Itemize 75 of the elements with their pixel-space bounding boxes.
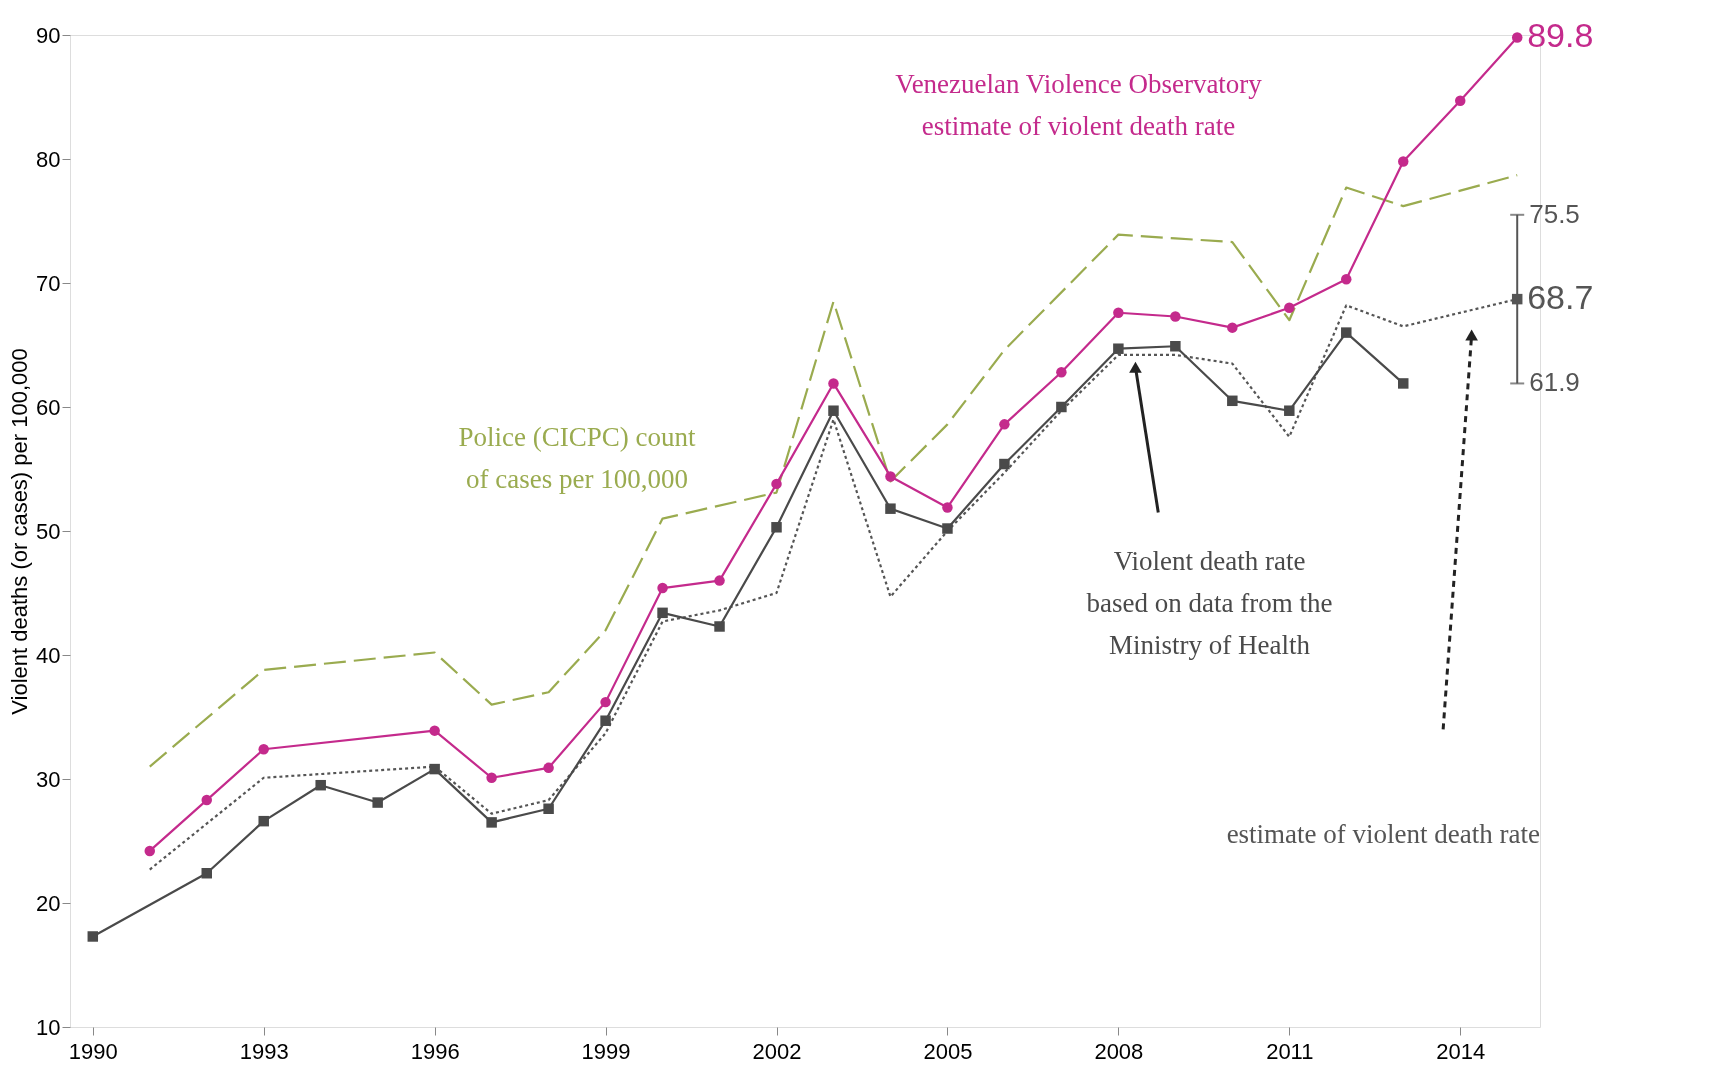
point	[1511, 293, 1523, 305]
point	[657, 607, 668, 619]
point	[1170, 341, 1181, 352]
point	[828, 405, 839, 416]
x-tick-label: 1990	[68, 1038, 118, 1064]
point	[1284, 302, 1295, 314]
point	[885, 471, 896, 482]
x-tick-label: 2002	[752, 1038, 802, 1064]
annotation: 61.9	[1529, 367, 1580, 398]
x-tick-label: 1996	[410, 1038, 460, 1064]
point	[429, 725, 440, 736]
data-label: 89.8	[1527, 16, 1594, 55]
point	[1056, 401, 1067, 413]
x-tick-label: 2008	[1094, 1038, 1144, 1064]
point	[315, 779, 326, 791]
point	[1284, 405, 1295, 416]
y-axis-title: Violent deaths (or cases) per 100,000	[7, 348, 33, 715]
y-tick-label: 90	[36, 22, 61, 48]
line-series	[148, 174, 1519, 768]
point	[999, 419, 1010, 430]
y-tick-label: 10	[36, 1014, 61, 1040]
point	[201, 794, 212, 806]
x-tick-label: 2011	[1266, 1038, 1314, 1064]
point	[771, 522, 782, 533]
point	[1056, 367, 1067, 378]
y-tick-label: 60	[36, 394, 61, 420]
point	[144, 845, 156, 857]
point	[429, 763, 440, 775]
point	[543, 803, 554, 814]
point	[600, 696, 611, 708]
x-tick-label: 2005	[923, 1038, 973, 1064]
point	[1170, 311, 1181, 322]
point	[1341, 327, 1352, 338]
point	[1398, 156, 1409, 167]
point	[201, 868, 212, 879]
y-tick-label: 80	[36, 146, 61, 172]
point	[1113, 343, 1124, 354]
point	[1227, 322, 1238, 333]
x-tick-label: 1999	[581, 1038, 631, 1064]
y-tick-label: 20	[36, 890, 61, 916]
point	[714, 621, 725, 632]
point	[543, 762, 554, 774]
y-tick-label: 50	[36, 518, 61, 544]
point	[372, 797, 383, 808]
point	[714, 575, 725, 586]
point	[1113, 307, 1124, 318]
point	[486, 817, 497, 828]
point	[1341, 274, 1352, 285]
text: Venezuelan Violence Observatory estimate of violent death rate	[895, 68, 1263, 141]
point	[1398, 378, 1409, 389]
point	[87, 931, 99, 942]
point	[1511, 32, 1523, 43]
point	[771, 478, 782, 490]
point	[1454, 95, 1466, 106]
data-label: 68.7	[1527, 278, 1594, 317]
text: estimate of violent death rate	[1226, 818, 1541, 849]
point	[258, 815, 269, 827]
point	[600, 715, 611, 726]
point	[1227, 395, 1238, 407]
x-tick-label: 2014	[1436, 1038, 1486, 1064]
point	[942, 502, 953, 513]
annotation: 75.5	[1529, 198, 1580, 229]
point	[486, 772, 497, 783]
y-tick-label: 70	[36, 270, 61, 296]
point	[657, 582, 668, 594]
text: Violent death rate based on data from the Ministry of Health	[1086, 546, 1333, 660]
y-tick-label: 30	[36, 766, 61, 792]
x-tick-label: 1993	[239, 1038, 289, 1064]
y-tick-label: 40	[36, 642, 61, 668]
point	[885, 503, 896, 514]
point	[258, 744, 269, 755]
point	[942, 523, 953, 534]
point	[828, 378, 839, 389]
point	[999, 458, 1010, 470]
series-label: Police (CICPC) count of cases per 100,000	[458, 422, 697, 494]
